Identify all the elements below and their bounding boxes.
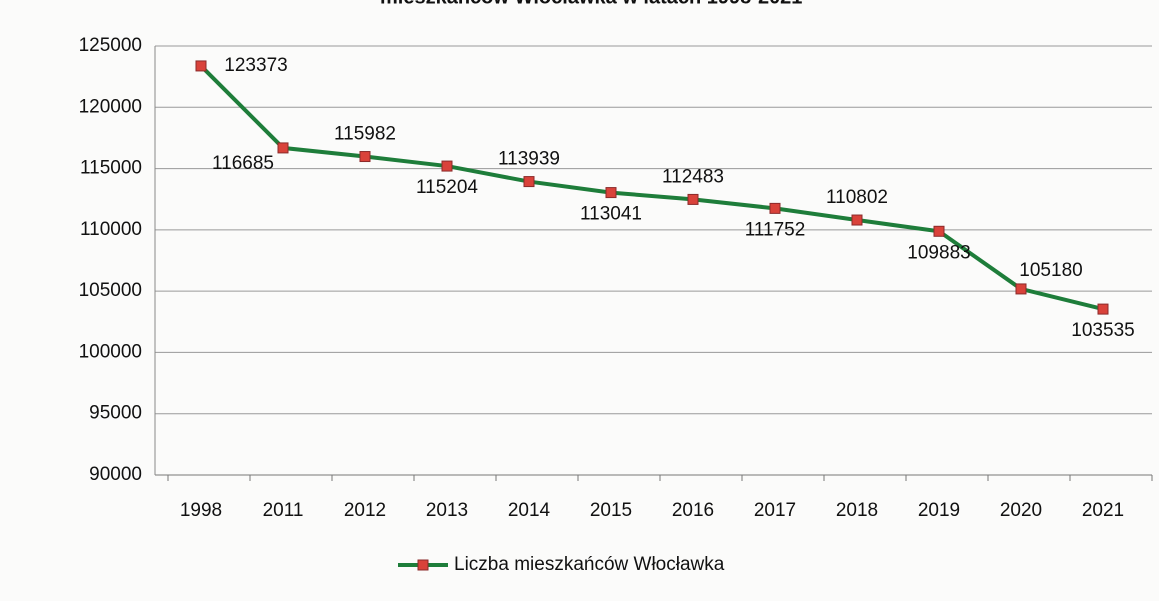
data-label: 109883 <box>907 242 970 263</box>
x-tick-label: 2016 <box>672 500 714 521</box>
marker <box>1015 283 1027 295</box>
x-tick-label: 2021 <box>1082 500 1124 521</box>
marker <box>769 202 781 214</box>
marker <box>441 160 453 172</box>
x-tick-label: 2011 <box>263 500 304 521</box>
data-label: 113041 <box>580 204 642 225</box>
y-tick-label: 90000 <box>89 464 142 485</box>
x-tick-label: 2012 <box>344 500 386 521</box>
y-tick-label: 110000 <box>80 219 142 240</box>
y-tick-label: 105000 <box>79 280 142 301</box>
x-tick-label: 2017 <box>754 500 796 521</box>
x-tick-label: 2014 <box>508 500 551 521</box>
y-tick-label: 115000 <box>80 158 142 179</box>
marker <box>195 60 207 72</box>
legend-marker <box>417 559 429 571</box>
line <box>199 64 1104 312</box>
marker <box>605 187 617 199</box>
marker <box>687 193 699 205</box>
marker <box>933 225 945 237</box>
y-tick-label: 100000 <box>79 341 142 362</box>
data-label: 110802 <box>826 187 888 208</box>
x-tick-label: 2020 <box>1000 500 1042 521</box>
marker <box>851 214 863 226</box>
marker <box>277 142 289 154</box>
data-label: 105180 <box>1019 260 1082 281</box>
data-label: 103535 <box>1071 320 1134 341</box>
chart-title: mieszkańców Włocławka w latach 1998-2021 <box>380 0 802 8</box>
data-label: 115982 <box>334 124 396 145</box>
data-label: 113939 <box>498 149 560 170</box>
marker <box>523 176 535 188</box>
marker <box>1097 303 1109 315</box>
y-tick-label: 125000 <box>79 35 142 56</box>
x-tick-label: 1998 <box>180 500 222 521</box>
x-tick-label: 2013 <box>426 500 468 521</box>
data-label: 111752 <box>745 219 806 240</box>
y-tick-label: 120000 <box>79 96 142 117</box>
x-tick-label: 2015 <box>590 500 632 521</box>
data-label: 115204 <box>416 177 478 198</box>
x-tick-label: 2019 <box>918 500 960 521</box>
marker <box>359 151 371 163</box>
data-label: 112483 <box>662 166 724 187</box>
y-tick-label: 95000 <box>89 403 142 424</box>
data-label: 116685 <box>212 153 274 174</box>
data-label: 123373 <box>224 55 287 76</box>
x-tick-label: 2018 <box>836 500 878 521</box>
legend-label: Liczba mieszkańców Włocławka <box>454 554 725 575</box>
